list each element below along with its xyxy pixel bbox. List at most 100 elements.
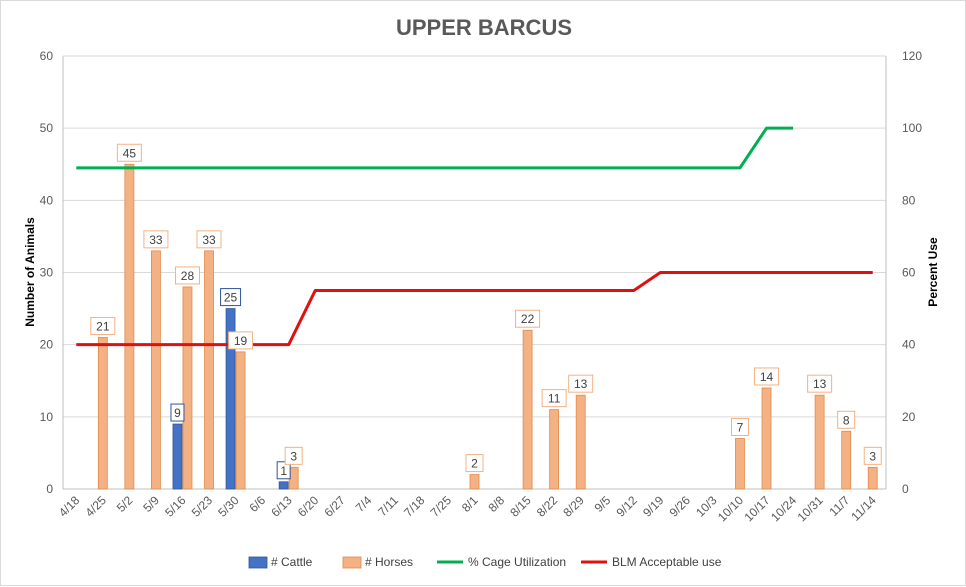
y-tick-label: 0 [46, 482, 53, 496]
legend-label: # Cattle [271, 555, 313, 569]
horses-bar [151, 250, 161, 490]
chart-title: UPPER BARCUS [396, 15, 572, 40]
y2-tick-label: 40 [902, 338, 916, 352]
cattle-label-box [276, 461, 291, 480]
horses-label-box [284, 446, 303, 465]
x-tick-label: 5/9 [140, 493, 162, 515]
horses-bar [522, 329, 533, 490]
x-tick-label: 5/23 [189, 493, 216, 520]
bars [97, 163, 878, 490]
horses-label-box [730, 417, 749, 436]
cattle-data-label: 1 [280, 464, 287, 478]
y2-axis-label: Percent Use [926, 237, 940, 307]
horses-data-label: 19 [234, 334, 248, 348]
horses-label-box [116, 143, 142, 162]
horses-data-label: 8 [843, 413, 850, 427]
horses-data-label: 3 [290, 449, 297, 463]
horses-label-box [837, 410, 856, 429]
x-tick-label: 4/18 [56, 493, 83, 520]
horses-bar [124, 163, 135, 490]
x-tick-label: 6/27 [321, 493, 348, 520]
horses-data-label: 33 [202, 233, 216, 247]
x-tick-label: 11/14 [848, 493, 879, 524]
y-tick-label: 20 [40, 338, 54, 352]
horses-label-box [90, 316, 116, 335]
cattle-data-label: 9 [174, 406, 181, 420]
horses-bar [761, 387, 772, 490]
horses-label-box [568, 374, 594, 393]
cattle-bar [172, 423, 183, 490]
horses-bar [575, 394, 586, 490]
x-tick-label: 8/22 [534, 493, 561, 520]
legend-swatch [248, 556, 268, 569]
x-tick-label: 7/25 [428, 493, 455, 520]
horses-data-label: 7 [737, 420, 744, 434]
x-tick-label: 9/5 [592, 493, 614, 515]
horses-data-label: 21 [96, 319, 110, 333]
horses-bar [182, 286, 193, 490]
y2-tick-label: 100 [902, 121, 922, 135]
horses-data-label: 13 [574, 377, 588, 391]
horses-bar [814, 394, 825, 490]
cattle-label-box [220, 288, 242, 307]
horses-label-box [174, 266, 200, 285]
horses-bar [841, 430, 852, 490]
blm-acceptable-use-line [76, 271, 873, 347]
horses-data-label: 22 [521, 312, 535, 326]
legend-label: BLM Acceptable use [612, 555, 722, 569]
cattle-label-box [170, 403, 185, 422]
y-tick-label: 30 [40, 266, 54, 280]
y-tick-label: 40 [40, 193, 54, 207]
y2-tick-label: 80 [902, 193, 916, 207]
horses-bar [549, 409, 560, 490]
horses-data-label: 14 [760, 370, 774, 384]
y2-tick-label: 120 [902, 49, 922, 63]
y2-tick-label: 20 [902, 410, 916, 424]
horses-bar [469, 474, 480, 490]
horses-bar [235, 351, 246, 490]
cattle-bar [225, 308, 236, 490]
horses-data-label: 11 [548, 392, 561, 406]
y-tick-label: 10 [40, 410, 54, 424]
x-tick-label: 10/10 [715, 493, 746, 524]
x-tick-label: 6/6 [247, 493, 269, 515]
horses-label-box [465, 454, 484, 473]
horses-bar [735, 438, 745, 490]
horses-bar [867, 466, 878, 490]
y-axis-label: Number of Animals [23, 217, 37, 327]
x-tick-label: 6/20 [295, 493, 322, 520]
x-tick-label: 9/19 [640, 493, 667, 520]
horses-data-label: 33 [149, 233, 163, 247]
horses-bar [97, 337, 108, 490]
y-tick-label: 60 [40, 49, 54, 63]
y-tick-label: 50 [40, 121, 54, 135]
horses-data-label: 2 [471, 457, 478, 471]
horses-label-box [143, 230, 169, 249]
legend: # Cattle # Horses % Cage Utilization BLM Ac… [248, 555, 722, 569]
cattle-bar [278, 481, 289, 490]
cattle-data-label: 25 [224, 291, 238, 305]
horses-label-box [515, 309, 541, 328]
horses-label-box [196, 230, 222, 249]
y2-tick-label: 60 [902, 266, 916, 280]
horses-data-label: 13 [813, 377, 827, 391]
x-tick-label: 7/18 [401, 493, 428, 520]
x-tick-label: 8/8 [485, 493, 507, 515]
legend-label: % Cage Utilization [468, 555, 566, 569]
legend-swatch [342, 556, 362, 569]
x-tick-label: 7/4 [353, 493, 375, 515]
horses-label-box [541, 389, 567, 408]
horses-label-box [807, 374, 833, 393]
horses-label-box [863, 446, 882, 465]
x-tick-label: 8/29 [560, 493, 587, 520]
legend-label: # Horses [365, 555, 413, 569]
x-tick-label: 4/25 [83, 493, 110, 520]
cage-utilization-line [76, 126, 794, 170]
lines [76, 126, 873, 347]
x-tick-label: 10/31 [795, 493, 826, 524]
horses-data-label: 28 [181, 269, 195, 283]
horses-label-box [228, 331, 254, 350]
